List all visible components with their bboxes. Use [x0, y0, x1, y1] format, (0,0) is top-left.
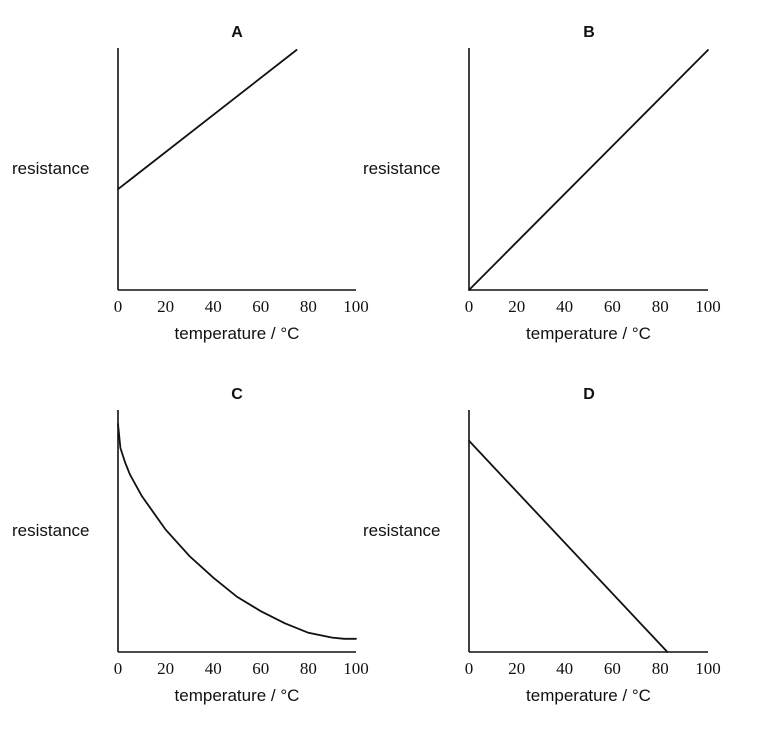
x-axis-label: temperature / °C: [175, 686, 300, 705]
panel-title: A: [231, 24, 243, 41]
x-tick-label: 60: [604, 659, 621, 678]
x-tick-label: 20: [157, 297, 174, 316]
x-tick-label: 80: [300, 297, 317, 316]
x-tick-label: 0: [465, 659, 474, 678]
resistance-line: [117, 423, 357, 640]
x-tick-label: 0: [465, 297, 474, 316]
x-axis-label: temperature / °C: [175, 324, 300, 343]
x-tick-label: 60: [604, 297, 621, 316]
y-axis-label: resistance: [363, 159, 440, 178]
resistance-line: [468, 439, 669, 653]
resistance-line: [117, 49, 298, 191]
x-tick-label: 20: [508, 659, 525, 678]
x-tick-label: 20: [508, 297, 525, 316]
x-tick-label: 60: [252, 659, 269, 678]
x-axis-label: temperature / °C: [526, 324, 651, 343]
panel-title: B: [583, 24, 595, 41]
x-tick-label: 100: [695, 659, 721, 678]
y-axis-label: resistance: [12, 521, 89, 540]
x-tick-label: 40: [556, 659, 573, 678]
x-tick-label: 0: [114, 659, 123, 678]
x-tick-label: 40: [205, 659, 222, 678]
x-tick-label: 40: [205, 297, 222, 316]
x-tick-label: 100: [343, 297, 369, 316]
x-tick-label: 100: [695, 297, 721, 316]
resistance-line: [468, 49, 709, 291]
x-tick-label: 100: [343, 659, 369, 678]
x-tick-label: 60: [252, 297, 269, 316]
x-tick-label: 80: [652, 297, 669, 316]
x-tick-label: 20: [157, 659, 174, 678]
panel-title: D: [583, 386, 595, 403]
x-tick-label: 80: [652, 659, 669, 678]
x-tick-label: 0: [114, 297, 123, 316]
y-axis-label: resistance: [363, 521, 440, 540]
panel-title: C: [231, 386, 243, 403]
y-axis-label: resistance: [12, 159, 89, 178]
x-tick-label: 40: [556, 297, 573, 316]
x-tick-label: 80: [300, 659, 317, 678]
x-axis-label: temperature / °C: [526, 686, 651, 705]
